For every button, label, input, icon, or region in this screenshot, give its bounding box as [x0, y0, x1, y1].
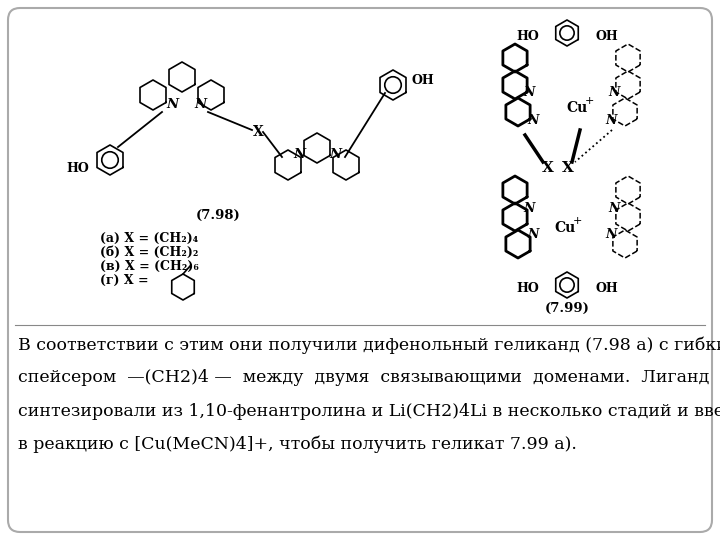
Text: (в) X = (CH₂)₆: (в) X = (CH₂)₆: [100, 260, 199, 273]
Text: (7.99): (7.99): [544, 301, 590, 314]
Text: X: X: [253, 125, 264, 139]
Text: N: N: [523, 201, 535, 214]
Text: X: X: [542, 161, 554, 175]
FancyBboxPatch shape: [8, 8, 712, 532]
Text: HO: HO: [516, 30, 539, 43]
Text: N: N: [293, 148, 305, 161]
Text: N: N: [166, 98, 178, 111]
Text: HO: HO: [66, 161, 89, 174]
Text: N: N: [527, 228, 539, 241]
Text: (г) X =: (г) X =: [100, 273, 148, 287]
Text: +: +: [572, 216, 582, 226]
Text: (а) X = (CH₂)₄: (а) X = (CH₂)₄: [100, 232, 198, 245]
Text: N: N: [606, 228, 617, 241]
Text: N: N: [523, 86, 535, 99]
Text: HO: HO: [516, 281, 539, 294]
Text: OH: OH: [411, 73, 433, 86]
Text: N: N: [527, 113, 539, 126]
Text: N: N: [329, 148, 341, 161]
Text: синтезировали из 1,10-фенантролина и Li(CH2)4Li в несколько стадий и ввели его: синтезировали из 1,10-фенантролина и Li(…: [18, 402, 720, 420]
Text: OH: OH: [595, 30, 618, 43]
Text: N: N: [606, 113, 617, 126]
Text: В соответствии с этим они получили дифенольный геликанд (7.98 а) с гибким: В соответствии с этим они получили дифен…: [18, 336, 720, 354]
Text: N: N: [608, 86, 620, 99]
Text: N: N: [608, 201, 620, 214]
Text: в реакцию с [Cu(MeCN)4]+, чтобы получить геликат 7.99 а).: в реакцию с [Cu(MeCN)4]+, чтобы получить…: [18, 435, 577, 453]
Text: +: +: [585, 96, 594, 106]
Text: (7.98): (7.98): [196, 208, 240, 221]
Text: Cu: Cu: [554, 221, 575, 235]
Text: (б) X = (CH₂)₂: (б) X = (CH₂)₂: [100, 246, 199, 259]
Text: N: N: [194, 98, 206, 111]
Text: OH: OH: [595, 281, 618, 294]
Text: X: X: [562, 161, 574, 175]
Text: спейсером  —(CH2)4 —  между  двумя  связывающими  доменами.  Лиганд: спейсером —(CH2)4 — между двумя связываю…: [18, 369, 709, 387]
Text: Cu: Cu: [567, 101, 588, 115]
